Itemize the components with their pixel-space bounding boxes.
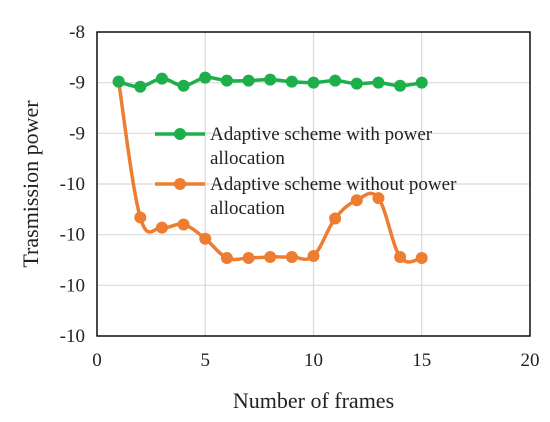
x-tick-label-2: 10 (304, 350, 323, 371)
series-1-point-7 (242, 74, 255, 87)
series-2-point-10 (307, 249, 320, 262)
series-1-point-6 (220, 74, 233, 87)
y-tick-label-6: -10 (60, 326, 85, 347)
series-1-point-9 (285, 75, 298, 88)
series-2-point-6 (220, 251, 233, 264)
series-2-point-14 (394, 250, 407, 263)
series-1-point-14 (394, 79, 407, 92)
series-1-point-10 (307, 76, 320, 89)
legend-label-1: Adaptive scheme with power allocation (210, 124, 433, 169)
legend-swatch-marker-2 (174, 178, 186, 190)
series-2-point-8 (264, 250, 277, 263)
x-axis-title: Number of frames (233, 388, 394, 413)
y-tick-label-2: -9 (69, 123, 85, 144)
y-tick-label-3: -10 (60, 174, 85, 195)
series-lines (112, 71, 428, 264)
series-2-point-13 (372, 192, 385, 205)
x-tick-label-4: 20 (521, 350, 540, 371)
x-tick-label-0: 0 (92, 350, 102, 371)
y-tick-label-1: -9 (69, 73, 85, 94)
series-2-point-2 (134, 211, 147, 224)
series-1-point-12 (350, 77, 363, 90)
series-1-point-2 (134, 80, 147, 93)
legend-item-1: Adaptive scheme with power allocation (155, 124, 433, 169)
plot-area-border (96, 31, 531, 337)
y-tick-label-0: -8 (69, 22, 85, 43)
y-tick-label-5: -10 (60, 275, 85, 296)
series-1-point-13 (372, 76, 385, 89)
series-1-point-5 (199, 71, 212, 84)
tick-labels: -8 -9 -9 -10 -10 -10 -10 0 5 10 15 20 (60, 22, 540, 371)
legend-item-2: Adaptive scheme without power allocation (155, 174, 457, 219)
series-1-point-11 (329, 74, 342, 87)
legend-label-2: Adaptive scheme without power allocation (210, 174, 457, 219)
series-1-point-4 (177, 79, 190, 92)
legend-swatch-marker-1 (174, 128, 186, 140)
series-1-point-1 (112, 75, 125, 88)
series-1-point-8 (264, 73, 277, 86)
series-2 (112, 75, 428, 264)
series-2-point-5 (199, 232, 212, 245)
series-1-point-3 (155, 72, 168, 85)
x-tick-label-1: 5 (201, 350, 211, 371)
series-2-point-4 (177, 218, 190, 231)
legend: Adaptive scheme with power allocation Adap… (155, 124, 457, 219)
y-tick-label-4: -10 (60, 225, 85, 246)
series-2-point-11 (329, 212, 342, 225)
series-2-point-7 (242, 251, 255, 264)
series-2-point-12 (350, 194, 363, 207)
series-1-point-15 (415, 76, 428, 89)
series-2-point-15 (415, 251, 428, 264)
x-tick-label-3: 15 (412, 350, 431, 371)
series-2-point-3 (155, 221, 168, 234)
y-axis-title: Trasmission power (18, 100, 43, 268)
series-1 (112, 71, 428, 93)
series-2-point-9 (285, 250, 298, 263)
